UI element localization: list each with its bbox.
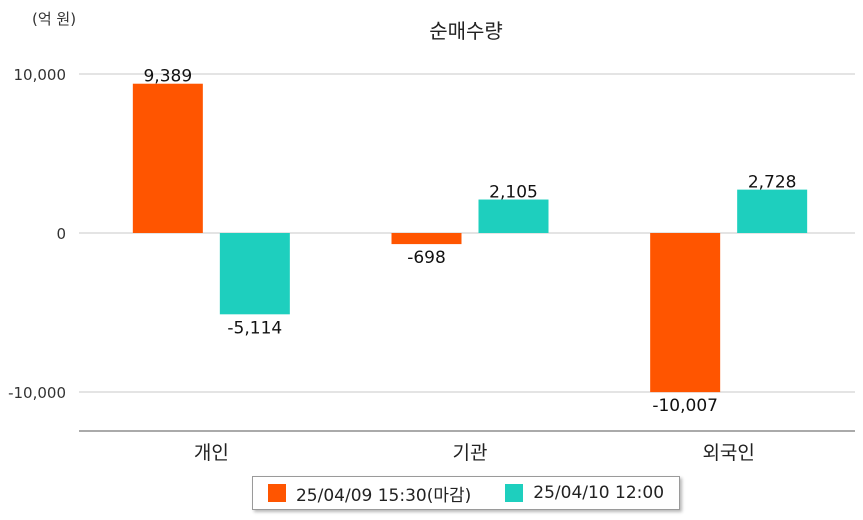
bar (650, 233, 721, 393)
data-label: 2,728 (748, 173, 797, 193)
bars (132, 83, 808, 393)
legend-swatch (505, 484, 524, 502)
category-label: 외국인 (702, 442, 754, 464)
data-label: -10,007 (652, 396, 718, 416)
data-labels: 9,389 -5,114 -698 2,105 -10,007 2,728 (143, 67, 796, 416)
y-tick-label: 0 (56, 225, 66, 243)
data-label: -5,114 (227, 318, 282, 338)
data-label: -698 (407, 248, 446, 268)
legend-swatch (267, 484, 286, 502)
unit-label: (억 원) (32, 10, 76, 28)
chart: (억 원) 순매수량 10,000 0 -10,000 9,389 -5,114 -69… (8, 10, 855, 464)
bar (132, 83, 203, 233)
legend-label: 25/04/10 12:00 (533, 483, 665, 503)
chart-title: 순매수량 (429, 19, 503, 43)
legend: 25/04/09 15:30(마감) 25/04/10 12:00 (252, 476, 680, 510)
category-label: 기관 (453, 442, 488, 464)
category-label: 개인 (194, 442, 229, 464)
legend-item[interactable]: 25/04/10 12:00 (505, 483, 664, 503)
y-tick-label: -10,000 (8, 384, 66, 402)
grid: 10,000 0 -10,000 (8, 66, 855, 402)
bar (737, 189, 808, 233)
y-tick-label: 10,000 (14, 66, 67, 84)
bar (391, 233, 462, 245)
data-label: 2,105 (489, 183, 538, 203)
x-axis: 개인 기관 외국인 (79, 430, 855, 464)
legend-item[interactable]: 25/04/09 15:30(마감) (267, 481, 472, 506)
bar (478, 199, 549, 233)
data-label: 9,389 (143, 67, 192, 87)
legend-label: 25/04/09 15:30(마감) (295, 485, 472, 506)
bar (219, 233, 290, 315)
